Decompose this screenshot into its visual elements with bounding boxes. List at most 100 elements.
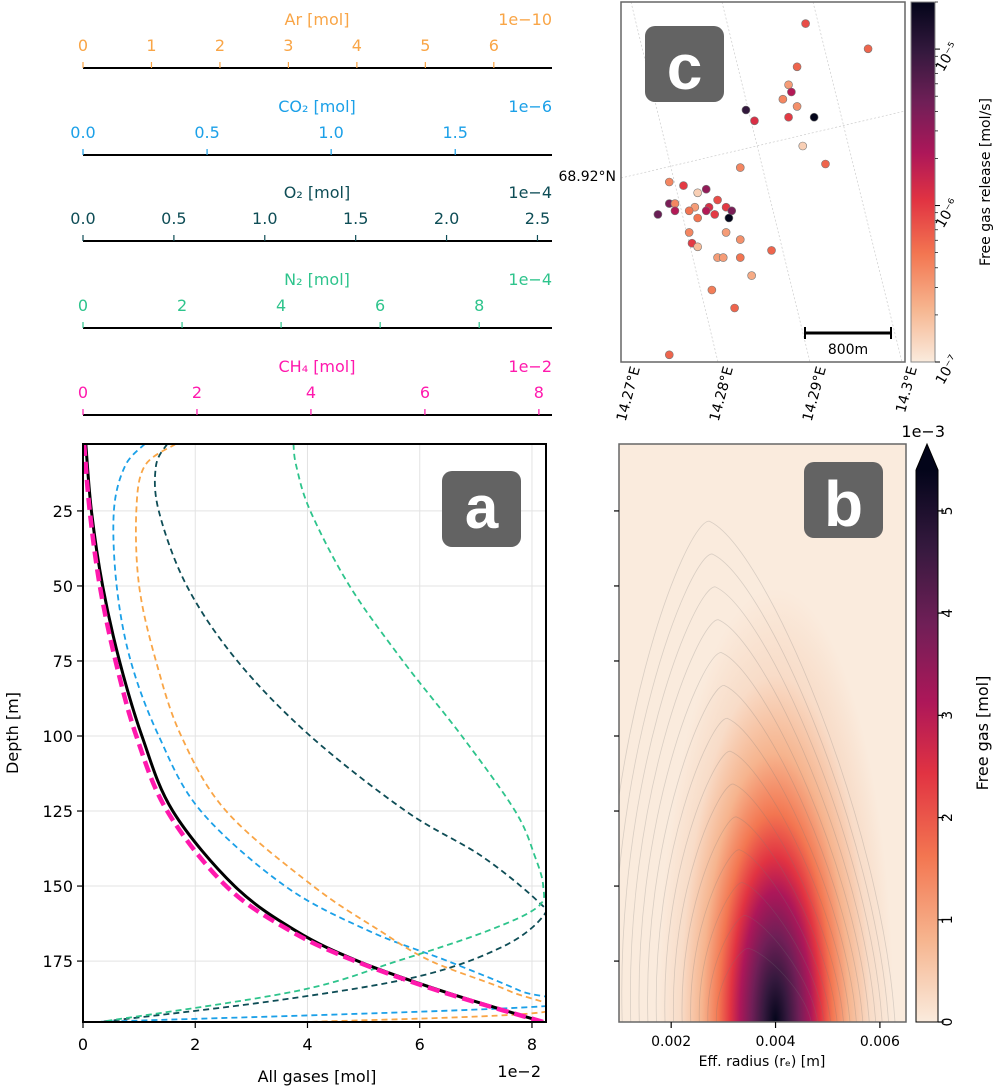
- panel-b-xtick-label: 0.004: [755, 1034, 795, 1050]
- panel-b-badge-bg: [804, 462, 883, 538]
- panel-c-point: [710, 210, 720, 219]
- panel-c-colorbar-label: Free gas release [mol/s]: [978, 98, 994, 266]
- panel-b: 0.002 0.004 0.006 Eff. radius (rₑ) [m] b 0…: [614, 422, 992, 1070]
- panel-b-heatmap: [619, 444, 906, 1022]
- panel-c-point: [730, 303, 739, 313]
- panel-b-colorbar-tick-label: 5: [940, 506, 956, 515]
- gas-axis-title-ch4: CH₄ [mol]: [278, 357, 355, 376]
- gas-axis-tick-label-ar: 5: [420, 36, 430, 55]
- panel-c-lon-label: 14.29°E: [800, 365, 830, 423]
- panel-c-lon-label: 14.28°E: [707, 365, 737, 423]
- panel-a-label-badge: a: [442, 471, 521, 547]
- gas-axis-tick-label-ar: 3: [283, 36, 293, 55]
- panel-c-point: [693, 242, 702, 252]
- panel-a-xtick-label: 4: [302, 1035, 312, 1054]
- panel-b-xlabel: Eff. radius (rₑ) [m]: [699, 1054, 826, 1070]
- panel-a-xtick-label: 2: [190, 1035, 200, 1054]
- panel-c-point: [653, 210, 663, 219]
- panel-c-colorbar: 10⁻⁷ 10⁻⁶ 10⁻⁵ Free gas release [mol/s]: [910, 1, 994, 388]
- panel-c-point: [767, 246, 776, 255]
- panel-b-contour-line: [619, 520, 896, 1022]
- panel-c-point: [684, 228, 694, 237]
- gas-axis-offset-ar: 1e−10: [498, 10, 552, 29]
- panel-b-contour-line: [690, 849, 831, 1022]
- panel-c-point: [863, 44, 873, 54]
- panel-c-point: [670, 206, 680, 216]
- panel-c-point: [784, 80, 793, 90]
- panel-b-colorbar-ticks: 0 1 2 3 4 5: [938, 506, 956, 1026]
- panel-c-point: [718, 253, 728, 262]
- gas-axis-title-n2: N₂ [mol]: [284, 270, 350, 289]
- panel-b-label-badge: b: [804, 462, 883, 540]
- panel-b-contour-line: [716, 947, 812, 1022]
- gas-axis-tick-label-ch4: 4: [306, 383, 316, 402]
- gas-axis-tick-label-o2: 1.0: [252, 209, 277, 228]
- gas-axis-title-o2: O₂ [mol]: [284, 183, 350, 202]
- panel-a-ytick-label: 125: [42, 802, 73, 821]
- panel-c-point: [693, 188, 702, 198]
- panel-a-ytick-label: 175: [42, 952, 73, 971]
- panel-b-contour-line: [681, 816, 838, 1022]
- panel-c-point: [787, 87, 796, 97]
- panel-c-point: [701, 184, 711, 194]
- panel-b-contour-line: [647, 684, 864, 1022]
- panel-c-point: [713, 195, 722, 205]
- gas-axis-tick-label-n2: 4: [276, 296, 286, 315]
- panel-c-point: [747, 271, 756, 280]
- gas-axis-tick-label-n2: 8: [474, 296, 484, 315]
- panel-a-series-ar: [134, 444, 546, 1022]
- panel-a-ticks: 0 2 4 6 8 25 50 75 100 125 150 175: [42, 502, 537, 1054]
- gas-axis-offset-ch4: 1e−2: [508, 357, 552, 376]
- scale-bar-label: 800m: [828, 342, 868, 358]
- panel-b-contours: [619, 520, 896, 1022]
- gas-axis-tick-label-o2: 0.5: [161, 209, 186, 228]
- gas-axis-tick-label-o2: 0.0: [70, 209, 95, 228]
- panel-c-point: [679, 181, 688, 190]
- panel-c-lat-label: 68.92°N: [558, 169, 616, 185]
- panel-b-colorbar-tick-label: 3: [940, 711, 956, 720]
- panel-b-colorbar-tick-label: 4: [940, 609, 956, 618]
- panel-b-colorbar-tick-label: 0: [940, 1018, 956, 1027]
- gas-axis-offset-co2: 1e−6: [508, 97, 552, 116]
- gas-axis-tick-label-o2: 1.5: [343, 209, 368, 228]
- gas-axis-tick-label-n2: 0: [78, 296, 88, 315]
- graticule-meridian: [721, 2, 811, 362]
- gas-axis-title-ar: Ar [mol]: [285, 10, 350, 29]
- panel-a-ytick-label: 25: [53, 502, 73, 521]
- gas-axes-group: 0 1 2 3 4 5 6 Ar [mol] 1e−10 0.0 0.5 1.0 1.5 CO₂ [mol…: [70, 10, 552, 416]
- panel-c-point: [664, 350, 674, 360]
- panel-c-points: [653, 19, 873, 360]
- panel-b-contour-line: [673, 783, 844, 1022]
- panel-c-point: [792, 102, 802, 111]
- gas-axis-title-co2: CO₂ [mol]: [278, 97, 356, 116]
- panel-a-x-offset: 1e−2: [497, 1062, 541, 1081]
- gas-axis-tick-label-ch4: 2: [192, 383, 202, 402]
- gas-axis-tick-label-o2: 2.5: [525, 209, 550, 228]
- panel-c-point: [735, 163, 745, 172]
- panel-b-contour-line: [619, 553, 889, 1022]
- panel-a-ytick-label: 100: [42, 727, 73, 746]
- panel-c-point: [778, 94, 788, 104]
- panel-b-contour-line: [664, 750, 851, 1022]
- gas-axis-offset-o2: 1e−4: [508, 183, 552, 202]
- panel-a-series-co2: [94, 444, 546, 1022]
- panel-a-ytick-label: 150: [42, 877, 73, 896]
- panel-c-lon-label: 14.3°E: [893, 365, 921, 415]
- panel-c-point: [798, 141, 808, 151]
- panel-c-point: [809, 112, 819, 122]
- gas-axis-tick-label-ar: 0: [78, 36, 88, 55]
- panel-a-ytick-label: 50: [53, 577, 73, 596]
- gas-axis-tick-label-o2: 2.0: [434, 209, 459, 228]
- panel-a-series-o2: [99, 444, 546, 1022]
- gas-axis-tick-label-ar: 4: [352, 36, 362, 55]
- panel-b-ticks: 0.002 0.004 0.006: [614, 510, 900, 1050]
- panel-a-lines: [83, 444, 546, 1022]
- panel-b-contour-line: [655, 717, 857, 1022]
- panel-a-xtick-label: 6: [415, 1035, 425, 1054]
- panel-c-colorbar-tick-label: 10⁻⁷: [933, 353, 962, 388]
- panel-c-colorbar-fill: [910, 1, 936, 363]
- gas-axis-tick-label-n2: 6: [375, 296, 385, 315]
- panel-b-colorbar-frame: [915, 442, 939, 1023]
- panel-c-point: [741, 105, 751, 115]
